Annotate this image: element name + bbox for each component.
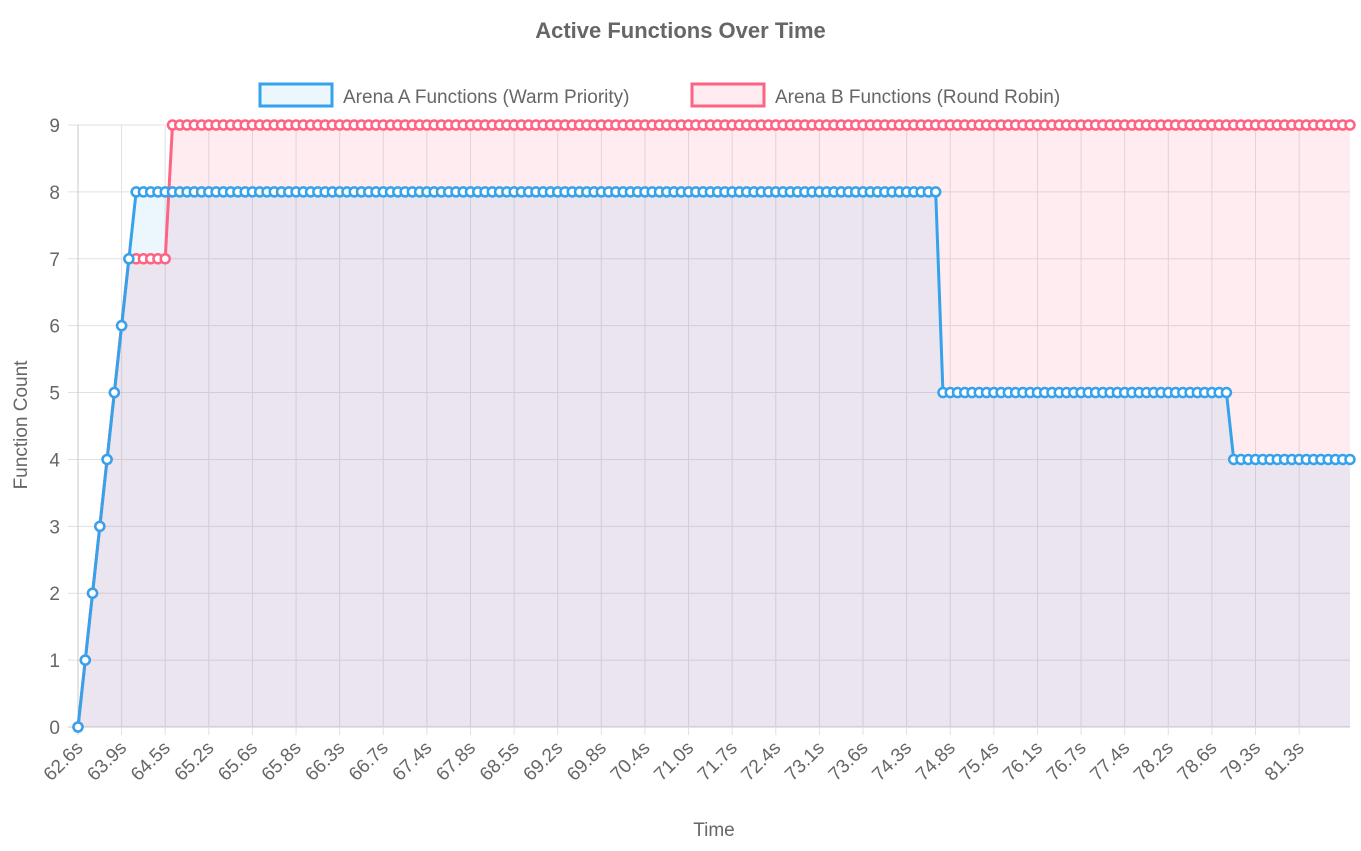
- x-tick-label: 63.9s: [83, 738, 131, 786]
- x-tick-label: 70.4s: [607, 738, 655, 786]
- x-tick-label: 62.6s: [40, 738, 88, 786]
- x-tick-label: 67.8s: [432, 738, 480, 786]
- x-tick-label: 65.8s: [258, 738, 306, 786]
- x-tick-label: 77.4s: [1086, 738, 1134, 786]
- y-tick-label: 8: [49, 183, 60, 204]
- x-tick-label: 67.4s: [389, 738, 437, 786]
- y-tick-label: 5: [49, 384, 60, 405]
- x-tick-label: 75.4s: [956, 738, 1004, 786]
- data-point-arena-a: [929, 186, 942, 198]
- x-tick-label: 69.8s: [563, 738, 611, 786]
- chart-title: Active Functions Over Time: [535, 18, 826, 43]
- legend-label-arena-a: Arena A Functions (Warm Priority): [343, 87, 629, 108]
- x-tick-label: 79.3s: [1217, 738, 1265, 786]
- series-point-layer: [72, 119, 1356, 733]
- x-tick-label: 76.7s: [1043, 738, 1091, 786]
- legend-item-arena-b[interactable]: Arena B Functions (Round Robin): [690, 82, 1060, 108]
- data-point-arena-a: [1344, 453, 1356, 466]
- y-tick-label: 4: [49, 450, 60, 471]
- legend-label-arena-b: Arena B Functions (Round Robin): [775, 87, 1060, 108]
- x-tick-label: 66.3s: [301, 738, 349, 786]
- series-fill-layer: [78, 125, 1350, 727]
- legend: Arena A Functions (Warm Priority) Arena …: [258, 82, 1060, 108]
- data-point-arena-b: [159, 253, 171, 265]
- data-point-arena-a: [101, 453, 113, 466]
- x-tick-label: 76.1s: [999, 738, 1047, 786]
- y-tick-label: 2: [49, 584, 60, 605]
- data-point-arena-a: [108, 386, 121, 399]
- y-axis-title: Function Count: [11, 360, 32, 490]
- x-tick-label: 68.5s: [476, 738, 524, 786]
- legend-swatch-arena-a: [258, 82, 334, 108]
- data-point-arena-a: [86, 587, 99, 599]
- series-area-arena-b: [78, 125, 1350, 727]
- x-tick-label: 74.8s: [912, 738, 960, 786]
- series-area-arena-a: [78, 191, 1350, 727]
- y-tick-label: 6: [49, 317, 60, 338]
- x-tick-label: 72.4s: [738, 738, 786, 786]
- y-tick-label: 1: [49, 651, 60, 672]
- y-tick-label: 9: [49, 116, 60, 137]
- x-tick-label: 81.3s: [1261, 738, 1309, 786]
- x-tick-label: 71.7s: [694, 738, 742, 786]
- legend-item-arena-a[interactable]: Arena A Functions (Warm Priority): [258, 82, 629, 108]
- x-tick-label: 78.2s: [1130, 738, 1178, 786]
- legend-swatch-arena-b: [690, 82, 766, 108]
- data-point-arena-a: [94, 520, 106, 533]
- x-tick-label: 73.1s: [781, 738, 829, 786]
- x-tick-label: 64.5s: [127, 738, 175, 786]
- x-tick-label: 65.2s: [171, 738, 219, 786]
- x-tick-label: 74.3s: [868, 738, 916, 786]
- data-point-arena-a: [115, 319, 128, 332]
- data-point-arena-b: [1344, 119, 1356, 131]
- y-tick-label: 7: [49, 250, 60, 271]
- x-axis-title: Time: [693, 820, 735, 841]
- x-tick-label: 65.6s: [214, 738, 262, 786]
- x-tick-label: 71.0s: [650, 738, 698, 786]
- data-point-arena-a: [79, 654, 92, 666]
- x-tick-label: 73.6s: [825, 738, 873, 786]
- x-tick-label: 78.6s: [1174, 738, 1222, 786]
- data-point-arena-a: [72, 721, 84, 733]
- data-point-arena-a: [123, 253, 135, 265]
- y-tick-label: 3: [49, 517, 60, 538]
- data-point-arena-a: [1220, 386, 1233, 399]
- x-tick-label: 69.2s: [520, 738, 568, 786]
- x-tick-label: 66.7s: [345, 738, 393, 786]
- y-tick-label: 0: [49, 718, 60, 739]
